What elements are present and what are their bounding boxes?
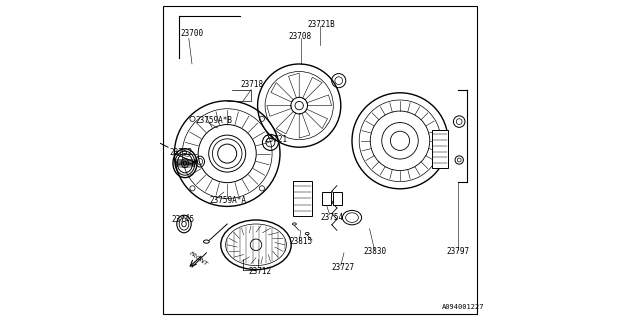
Text: 23721B: 23721B <box>307 20 335 28</box>
Text: 23797: 23797 <box>447 247 470 256</box>
Text: 23718: 23718 <box>240 80 263 89</box>
Text: 23759A*A: 23759A*A <box>210 196 246 204</box>
Bar <box>432 130 448 168</box>
Text: 23721: 23721 <box>264 135 287 144</box>
Bar <box>322 192 332 205</box>
Text: 23752: 23752 <box>170 148 193 156</box>
Text: A094001227: A094001227 <box>442 304 484 310</box>
Text: FRONT: FRONT <box>188 251 209 268</box>
Text: 23712: 23712 <box>248 268 271 276</box>
Text: 23815: 23815 <box>290 237 313 246</box>
Text: 23700: 23700 <box>181 29 204 38</box>
Text: 23745: 23745 <box>172 215 195 224</box>
Bar <box>333 192 342 205</box>
Text: 23830: 23830 <box>364 247 387 256</box>
Text: 23759A*B: 23759A*B <box>195 116 232 124</box>
Text: 23754: 23754 <box>320 213 343 222</box>
Bar <box>293 181 312 216</box>
Text: 23708: 23708 <box>288 32 311 41</box>
Text: 23727: 23727 <box>332 263 355 272</box>
